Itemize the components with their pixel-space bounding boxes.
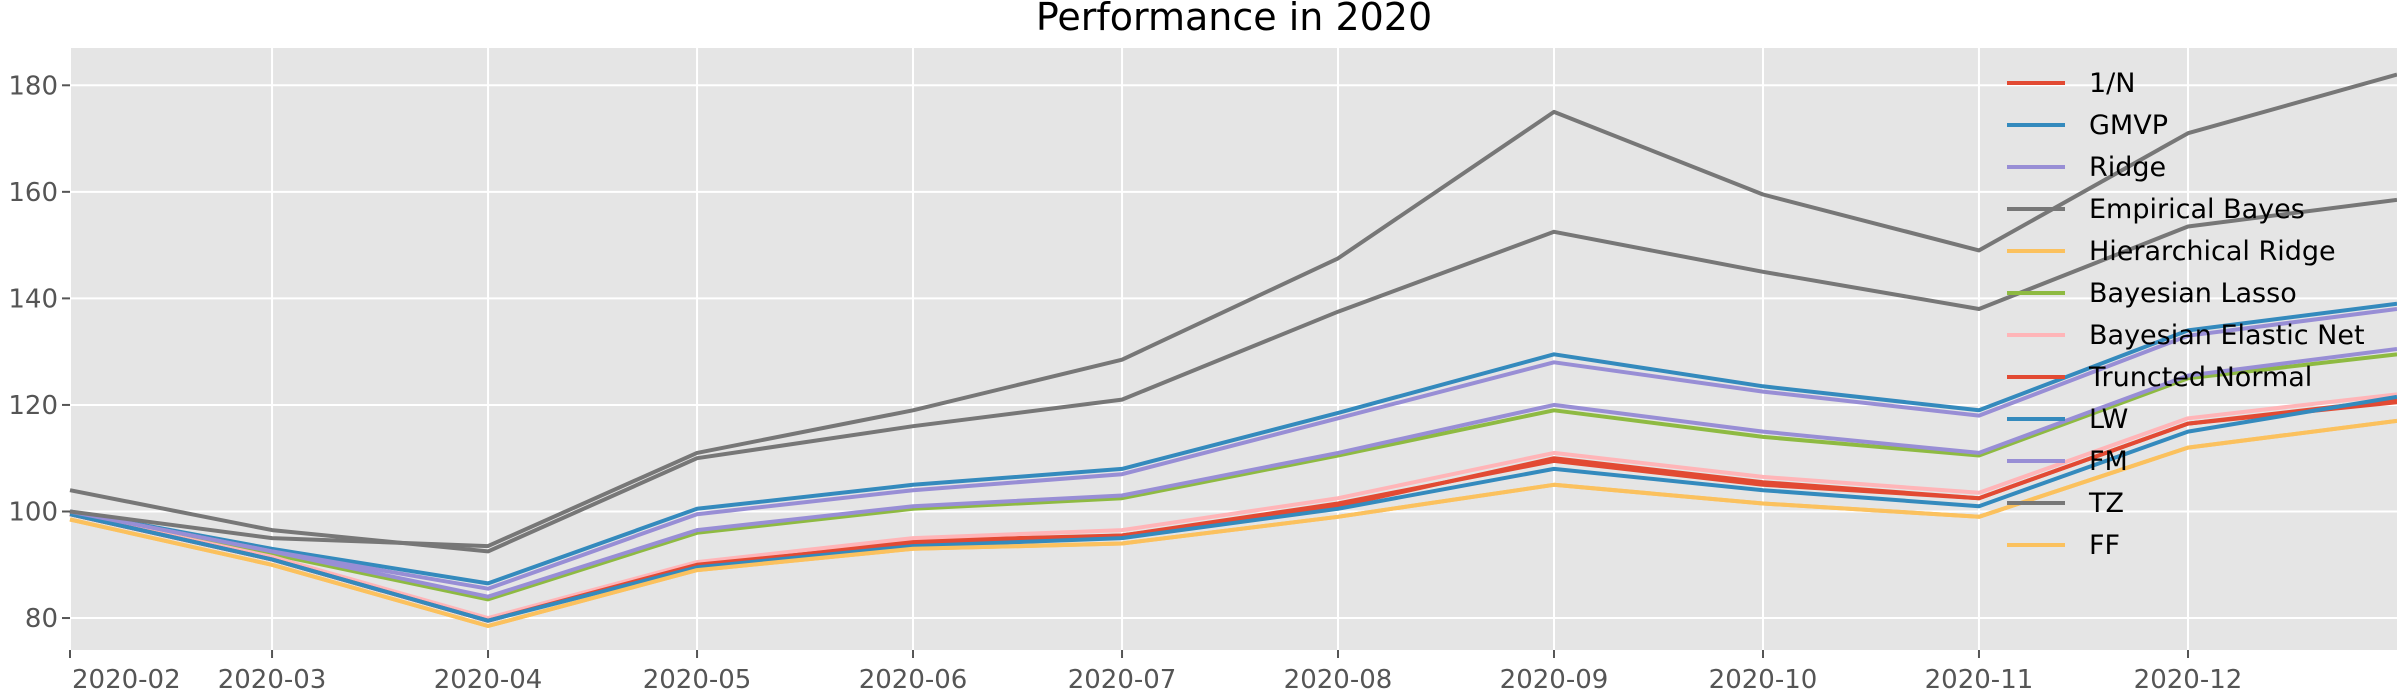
legend-label: 1/N [2089, 68, 2135, 99]
x-tick-label: 2020-07 [1068, 665, 1177, 695]
chart-title: Performance in 2020 [1036, 0, 1432, 39]
legend-label: Bayesian Elastic Net [2089, 320, 2365, 351]
x-tick-label: 2020-02 [72, 665, 181, 695]
y-tick-label: 80 [25, 604, 58, 634]
series-line-5 [69, 352, 2397, 602]
x-tick-label: 2020-05 [643, 665, 752, 695]
x-tick-label: 2020-11 [1925, 665, 2034, 695]
legend: 1/N GMVP Ridge Empirical Bayes Hierarchical … [2007, 68, 2365, 561]
series-line-9 [69, 347, 2397, 599]
x-tick-label: 2020-09 [1500, 665, 1609, 695]
legend-label: FM [2089, 446, 2128, 477]
series-line-3 [69, 197, 2397, 554]
axes: 80 100 120 140 160 180 2020-02 2020-03 2020-04 20… [8, 71, 2242, 695]
legend-label: Truncted Normal [2088, 362, 2312, 393]
y-tick-label: 100 [8, 497, 58, 527]
legend-label: FF [2089, 530, 2120, 561]
y-tick-label: 140 [8, 284, 58, 314]
y-tick-label: 160 [8, 178, 58, 208]
legend-label: Ridge [2089, 152, 2166, 183]
legend-label: GMVP [2089, 110, 2168, 141]
series-line-10 [69, 72, 2397, 549]
plot-area [70, 48, 2397, 650]
legend-label: TZ [2088, 488, 2124, 519]
legend-label: Bayesian Lasso [2089, 278, 2297, 309]
x-tick-label: 2020-06 [859, 665, 968, 695]
series-line-11 [69, 418, 2397, 628]
y-tick-label: 180 [8, 71, 58, 101]
legend-label: Empirical Bayes [2089, 194, 2305, 225]
series-lines [69, 72, 2397, 628]
series-line-1 [69, 301, 2397, 586]
x-tick-label: 2020-12 [2134, 665, 2243, 695]
grid [69, 48, 2397, 650]
series-line-2 [69, 307, 2397, 591]
legend-label: Hierarchical Ridge [2089, 236, 2336, 267]
y-tick-label: 120 [8, 391, 58, 421]
series-line-6 [69, 392, 2397, 620]
series-line-8 [69, 394, 2397, 623]
x-tick-label: 2020-04 [434, 665, 543, 695]
legend-label: LW [2089, 404, 2128, 435]
x-tick-label: 2020-10 [1709, 665, 1818, 695]
x-tick-label: 2020-08 [1284, 665, 1393, 695]
x-tick-label: 2020-03 [218, 665, 327, 695]
